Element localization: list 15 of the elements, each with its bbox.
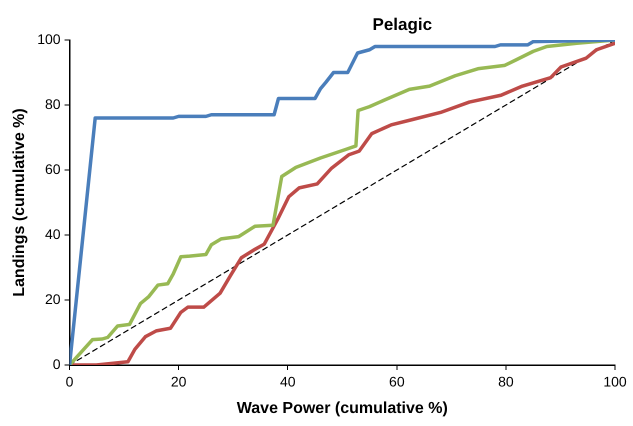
- x-tick-label: 40: [280, 373, 296, 390]
- x-tick-label: 20: [170, 373, 187, 390]
- y-tick-label: 60: [44, 160, 61, 177]
- x-tick-label: 60: [389, 373, 405, 390]
- x-tick-label: 80: [498, 373, 514, 390]
- y-tick-label: 80: [44, 96, 61, 112]
- y-tick-label: 40: [44, 226, 61, 242]
- y-tick-label: 20: [44, 290, 61, 307]
- chart-title: Pelagic: [372, 15, 432, 34]
- y-axis-title: Landings (cumulative %): [11, 108, 28, 297]
- y-tick-label: 100: [37, 30, 61, 47]
- x-tick-label: 100: [603, 373, 627, 390]
- x-axis-title: Wave Power (cumulative %): [236, 400, 448, 417]
- x-tick-label: 0: [66, 373, 74, 390]
- y-tick-label: 0: [52, 356, 61, 372]
